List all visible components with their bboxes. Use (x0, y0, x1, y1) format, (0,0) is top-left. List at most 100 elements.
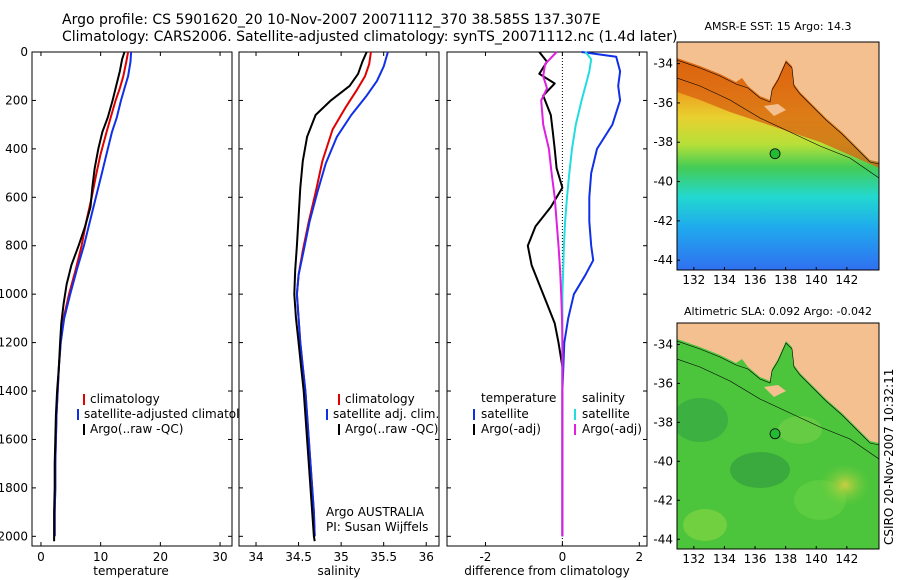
legend-label-satellite: satellite-adjusted climatology (84, 407, 262, 421)
sla-low-patch (730, 452, 790, 488)
map-y-tick-label: -40 (653, 175, 673, 189)
x-tick-label: 34.5 (285, 550, 312, 564)
salinity-panel: 34 34.5 35 35.5 36 salinity climatology sate… (238, 51, 440, 578)
sla-patch (683, 509, 727, 541)
x-tick-label: 10 (93, 550, 108, 564)
difference-panel: -2 0 2 difference from climatology tempera… (446, 51, 648, 578)
series-salinity-satellite (561, 51, 593, 537)
x-tick-label: 36 (419, 550, 434, 564)
x-tick-label: 35 (333, 550, 348, 564)
y-tick-label: 1800 (0, 481, 28, 495)
map-y-tick-label: -36 (653, 376, 673, 390)
map-y-tick-label: -38 (653, 415, 673, 429)
salinity-xlabel: salinity (317, 564, 360, 578)
difference-y-axis (447, 51, 647, 537)
temperature-x-axis: 0 10 20 30 (37, 52, 228, 564)
map-x-tick-label: 136 (744, 552, 767, 566)
difference-series (526, 51, 622, 537)
y-tick-label: 2000 (0, 529, 28, 543)
sla-map-frame (676, 322, 880, 550)
y-tick-label: 1200 (0, 336, 28, 350)
kangaroo-island (764, 385, 786, 397)
salinity-x-axis: 34 34.5 35 35.5 36 (248, 52, 434, 564)
y-tick-label: 800 (5, 239, 28, 253)
series-temperature-argo-adj (526, 51, 564, 537)
map-y-tick-label: -44 (653, 532, 673, 546)
side-timestamp: CSIRO 20-Nov-2007 10:32:11 (882, 369, 896, 545)
map-y-tick-label: -40 (653, 454, 673, 468)
sst-map-panel: AMSR-E SST: 15 Argo: 14.3 132 134 136 138 14… (653, 20, 880, 287)
sst-float-marker (769, 148, 781, 160)
legend-label-satellite: satellite adj. clim. (333, 407, 439, 421)
map-x-tick-label: 134 (713, 552, 736, 566)
legend-label-argo: Argo(..raw -QC) (345, 422, 438, 436)
temperature-legend: climatology satellite-adjusted climatolo… (77, 392, 262, 436)
climatology-subtitle: Climatology: CARS2006. Satellite-adjuste… (62, 29, 678, 45)
x-tick-label: -2 (479, 550, 491, 564)
map-x-tick-label: 138 (774, 273, 797, 287)
temperature-axes-box (31, 51, 233, 547)
sst-coastline (677, 59, 879, 165)
sst-map-axes: 132 134 136 138 140 142 -34 -36 -38 -40 -42 -44 (653, 57, 858, 287)
sst-shelf-contour (677, 77, 879, 179)
series-argo-raw-qc (53, 51, 126, 542)
series-argo-raw-qc (293, 51, 368, 542)
sla-map-panel: Altimetric SLA: 0.092 Argo: -0.042 132 13… (653, 305, 880, 566)
map-x-tick-label: 142 (835, 552, 858, 566)
legend-temperature-title: temperature (481, 391, 556, 405)
map-x-tick-label: 140 (805, 552, 828, 566)
y-tick-label: 400 (5, 142, 28, 156)
legend-salinity-title: salinity (582, 391, 625, 405)
legend-label-climatology: climatology (90, 392, 160, 406)
float-owner-annotation: Argo AUSTRALIA (326, 505, 425, 519)
series-satellite-adj-clim (295, 51, 389, 537)
x-tick-label: 35.5 (370, 550, 397, 564)
temperature-panel: 0 200 400 600 800 1000 1200 1400 1600 1800 2000 0 1… (0, 45, 262, 578)
legend-label-temp-satellite: satellite (481, 407, 529, 421)
float-pi-annotation: PI: Susan Wijffels (326, 520, 428, 534)
y-tick-label: 200 (5, 93, 28, 107)
difference-axes-box (446, 51, 648, 547)
x-tick-label: 34 (248, 550, 263, 564)
sla-patch (778, 416, 822, 444)
map-x-tick-label: 142 (835, 273, 858, 287)
salinity-series (293, 51, 389, 542)
sla-map-axes: 132 134 136 138 140 142 -34 -36 -38 -40 -42 -44 (653, 337, 858, 566)
sla-high-patch (819, 463, 871, 507)
x-tick-label: 0 (37, 550, 45, 564)
sla-map-title: Altimetric SLA: 0.092 Argo: -0.042 (684, 305, 872, 318)
map-y-tick-label: -38 (653, 135, 673, 149)
series-salinity-argo-adj (540, 51, 564, 537)
sla-low-patch (677, 398, 728, 442)
y-tick-label: 600 (5, 190, 28, 204)
legend-label-argo: Argo(..raw -QC) (90, 422, 183, 436)
map-x-tick-label: 134 (713, 273, 736, 287)
salinity-axes-box (238, 51, 440, 547)
x-tick-label: 30 (212, 550, 227, 564)
salinity-y-axis (239, 51, 439, 537)
temperature-y-axis: 0 200 400 600 800 1000 1200 1400 1600 1800 2000 (0, 45, 232, 543)
map-x-tick-label: 140 (805, 273, 828, 287)
legend-label-sal-argo: Argo(-adj) (582, 422, 642, 436)
kangaroo-island (764, 104, 786, 116)
map-y-tick-label: -42 (653, 214, 673, 228)
map-x-tick-label: 138 (774, 552, 797, 566)
x-tick-label: 20 (153, 550, 168, 564)
map-x-tick-label: 132 (682, 273, 705, 287)
difference-xlabel: difference from climatology (464, 564, 630, 578)
difference-legend: temperature satellite Argo(-adj) salinit… (473, 391, 642, 436)
map-x-tick-label: 136 (744, 273, 767, 287)
profile-title: Argo profile: CS 5901620_20 10-Nov-2007 … (62, 12, 601, 28)
legend-label-temp-argo: Argo(-adj) (481, 422, 541, 436)
sst-map-title: AMSR-E SST: 15 Argo: 14.3 (704, 20, 851, 33)
sla-float-marker (769, 428, 781, 440)
sst-map-frame (676, 41, 880, 271)
map-y-tick-label: -44 (653, 253, 673, 267)
salinity-legend: climatology satellite adj. clim. Argo(..… (326, 392, 439, 436)
temperature-series (53, 51, 133, 542)
y-tick-label: 1000 (0, 287, 28, 301)
y-tick-label: 1600 (0, 432, 28, 446)
y-tick-label: 1400 (0, 384, 28, 398)
map-y-tick-label: -34 (653, 57, 673, 71)
